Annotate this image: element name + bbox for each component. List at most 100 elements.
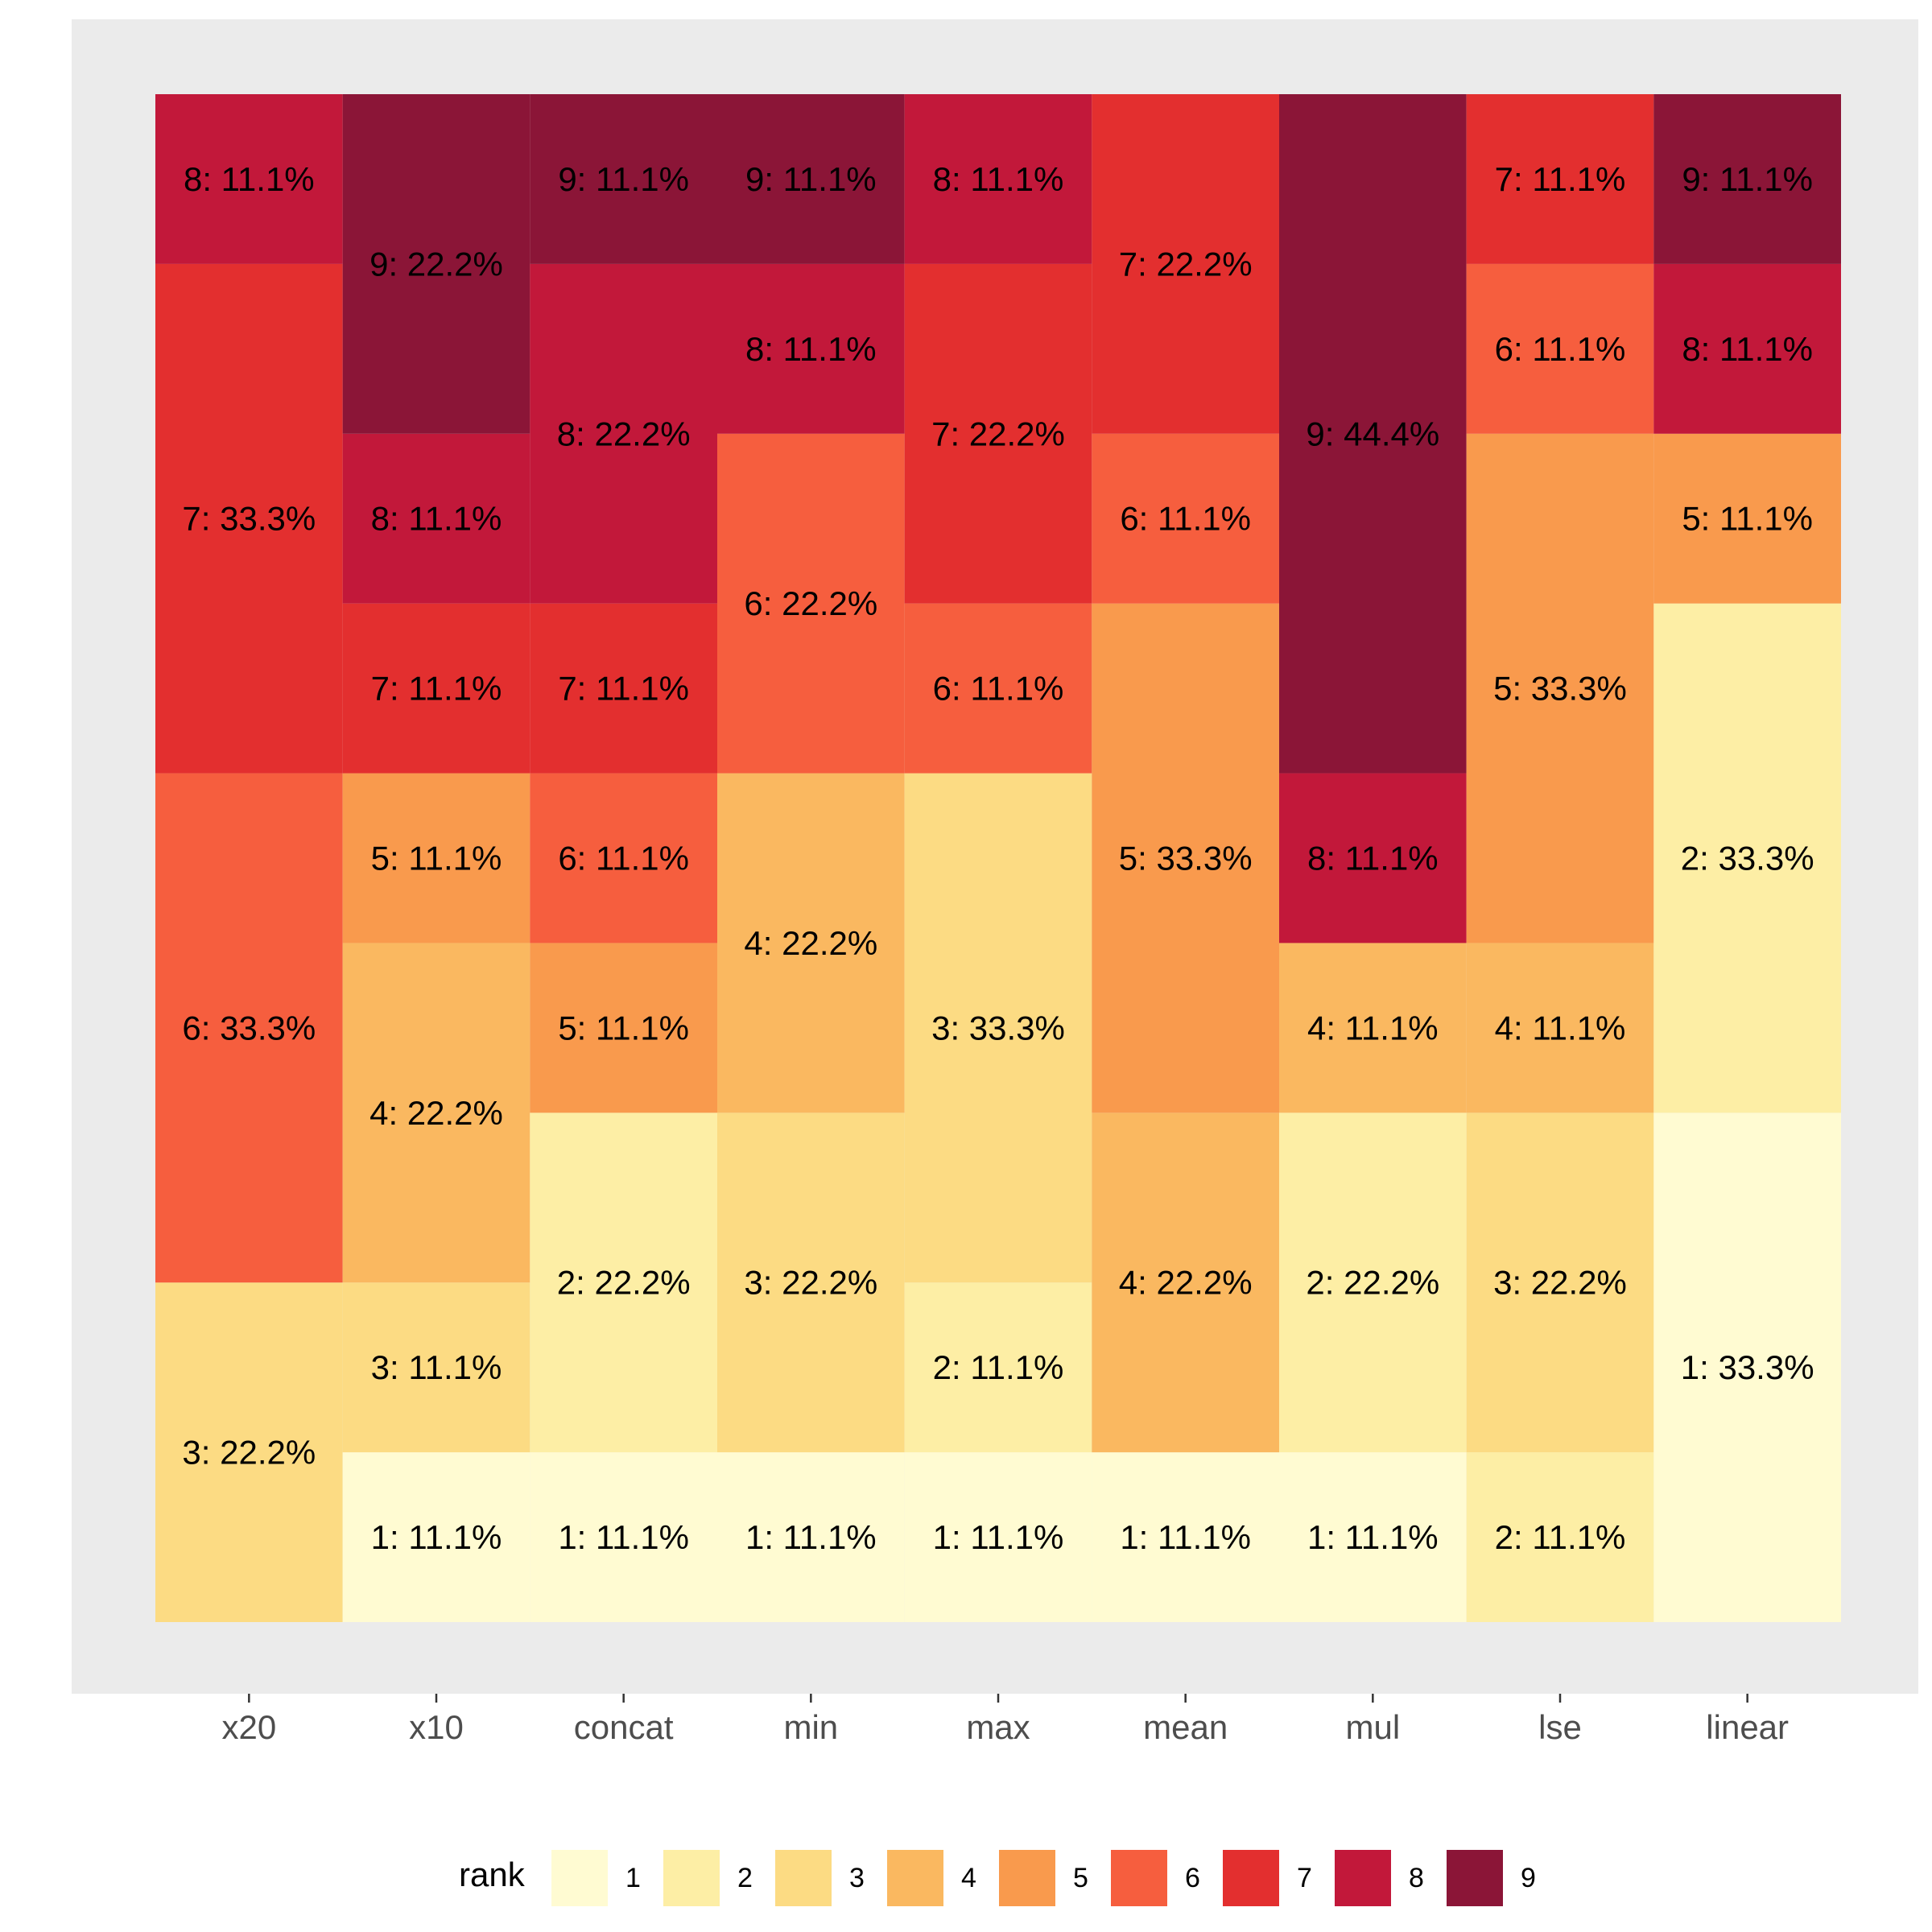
bar-segment — [904, 1282, 1092, 1453]
segment-label: 1: 11.1% — [1307, 1518, 1439, 1556]
segment-label: 1: 11.1% — [558, 1518, 689, 1556]
segment-label: 6: 33.3% — [182, 1009, 316, 1046]
bar-segment — [1092, 433, 1279, 604]
segment-label: 6: 11.1% — [558, 840, 689, 877]
segment-label: 4: 11.1% — [1307, 1009, 1439, 1046]
segment-label: 8: 11.1% — [745, 330, 877, 368]
bars-layer: 3: 22.2% 6: 33.3% 7: 33.3% 8: 11.1% 1: 11.1%… — [155, 94, 1841, 1622]
x-tick-label: min — [783, 1708, 838, 1746]
bar-segment — [1466, 433, 1654, 943]
bar-segment — [1466, 1452, 1654, 1622]
bar-segment — [342, 943, 530, 1283]
segment-label: 8: 11.1% — [184, 160, 315, 198]
bar-segment — [1653, 263, 1841, 434]
bar-segment — [1092, 1113, 1279, 1453]
legend-label: 8 — [1409, 1863, 1424, 1893]
segment-label: 3: 22.2% — [182, 1434, 316, 1472]
segment-label: 9: 11.1% — [1682, 160, 1813, 198]
segment-label: 1: 11.1% — [371, 1518, 502, 1556]
segment-label: 8: 22.2% — [557, 415, 691, 452]
segment-label: 7: 11.1% — [558, 670, 689, 708]
bar-segment — [717, 433, 905, 774]
segment-label: 9: 11.1% — [558, 160, 689, 198]
bar-segment — [155, 263, 343, 774]
bar-segment — [342, 773, 530, 943]
legend-swatch — [775, 1850, 832, 1906]
legend-label: 5 — [1073, 1863, 1088, 1893]
bar-segment — [1466, 1113, 1654, 1453]
bar-segment — [530, 263, 717, 604]
bar-segment — [1653, 1113, 1841, 1622]
x-tick-label: mean — [1143, 1708, 1228, 1746]
segment-label: 2: 22.2% — [1306, 1264, 1439, 1302]
segment-label: 6: 22.2% — [744, 584, 877, 622]
bar-segment — [155, 1282, 343, 1622]
bar-segment — [342, 603, 530, 774]
segment-label: 5: 11.1% — [1682, 500, 1813, 538]
bar-segment — [904, 263, 1092, 604]
x-tick-label: lse — [1538, 1708, 1582, 1746]
segment-label: 7: 11.1% — [371, 670, 502, 708]
bar-segment — [530, 94, 717, 264]
x-axis: x20 x10 concat min max mean mul lse linear — [221, 1694, 1789, 1746]
bar-segment — [717, 263, 905, 434]
segment-label: 2: 22.2% — [557, 1264, 691, 1302]
bar-segment — [904, 773, 1092, 1283]
bar-segment — [342, 433, 530, 604]
bar-segment — [530, 1113, 717, 1453]
segment-label: 6: 11.1% — [1495, 330, 1626, 368]
segment-label: 7: 33.3% — [182, 500, 316, 538]
bar-segment — [1279, 94, 1467, 774]
segment-label: 4: 11.1% — [1495, 1009, 1626, 1046]
bar-segment — [904, 94, 1092, 264]
bar-segment — [1466, 94, 1654, 264]
segment-label: 4: 22.2% — [1119, 1264, 1253, 1302]
segment-label: 5: 33.3% — [1493, 670, 1627, 708]
legend-swatch — [1447, 1850, 1503, 1906]
bar-segment — [717, 1113, 905, 1453]
bar-segment — [342, 1282, 530, 1453]
legend-label: 3 — [849, 1863, 865, 1893]
segment-label: 7: 22.2% — [931, 415, 1065, 452]
segment-label: 1: 33.3% — [1681, 1348, 1814, 1386]
segment-label: 5: 11.1% — [371, 840, 502, 877]
legend-swatch — [551, 1850, 608, 1906]
bar-segment — [1279, 943, 1467, 1113]
bar-segment — [1466, 943, 1654, 1113]
legend-label: 6 — [1185, 1863, 1200, 1893]
legend-label: 7 — [1297, 1863, 1312, 1893]
bar-segment — [155, 773, 343, 1283]
bar-segment — [530, 943, 717, 1113]
bar-segment — [904, 603, 1092, 774]
segment-label: 8: 11.1% — [1682, 330, 1813, 368]
bar-segment — [530, 773, 717, 943]
segment-label: 4: 22.2% — [744, 924, 877, 962]
segment-label: 8: 11.1% — [371, 500, 502, 538]
segment-label: 1: 11.1% — [933, 1518, 1064, 1556]
bar-segment — [530, 1452, 717, 1622]
segment-label: 8: 11.1% — [1307, 840, 1439, 877]
x-tick-label: linear — [1706, 1708, 1789, 1746]
segment-label: 1: 11.1% — [745, 1518, 877, 1556]
legend-swatch — [1111, 1850, 1167, 1906]
bar-segment — [904, 1452, 1092, 1622]
x-tick-label: mul — [1345, 1708, 1400, 1746]
bar-segment — [342, 94, 530, 434]
segment-label: 3: 22.2% — [744, 1264, 877, 1302]
segment-label: 2: 33.3% — [1681, 840, 1814, 877]
segment-label: 9: 44.4% — [1306, 415, 1439, 452]
segment-label: 7: 22.2% — [1119, 245, 1253, 283]
x-tick-label: concat — [574, 1708, 674, 1746]
bar-segment — [155, 94, 343, 264]
legend-label: 1 — [625, 1863, 641, 1893]
x-tick-label: x10 — [409, 1708, 464, 1746]
bar-segment — [717, 773, 905, 1113]
x-tick-label: max — [966, 1708, 1030, 1746]
legend-label: 2 — [737, 1863, 753, 1893]
bar-segment — [1279, 1452, 1467, 1622]
legend-swatch — [887, 1850, 943, 1906]
segment-label: 5: 11.1% — [558, 1009, 689, 1046]
bar-segment — [1653, 603, 1841, 1113]
bar-segment — [1466, 263, 1654, 434]
segment-label: 8: 11.1% — [933, 160, 1064, 198]
